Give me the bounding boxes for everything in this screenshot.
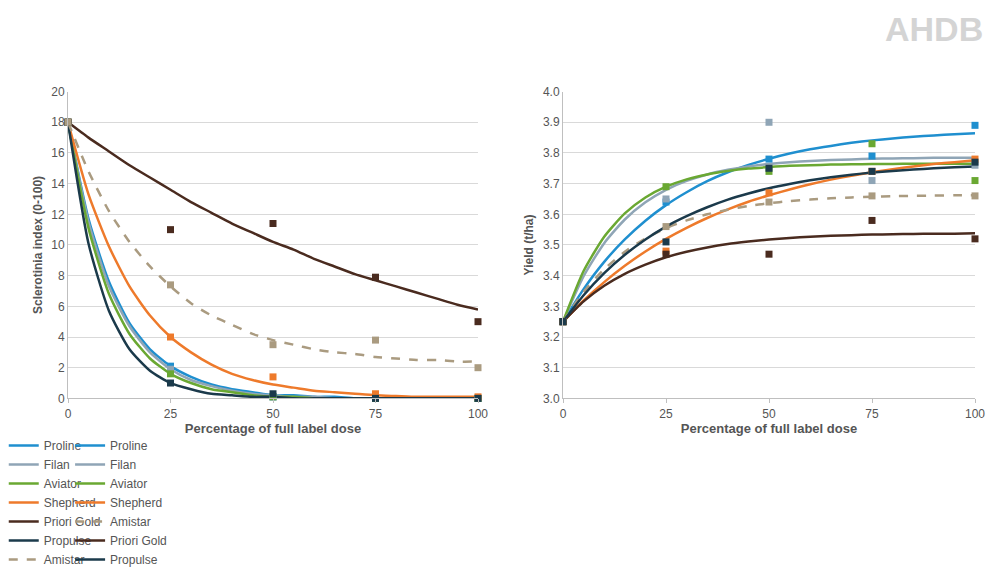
svg-text:Amistar: Amistar xyxy=(43,553,85,568)
svg-text:6: 6 xyxy=(58,300,65,314)
svg-text:Sclerotinia index (0-100): Sclerotinia index (0-100) xyxy=(31,176,45,314)
svg-text:3.3: 3.3 xyxy=(543,300,560,314)
svg-text:3.0: 3.0 xyxy=(543,392,560,406)
svg-text:3.9: 3.9 xyxy=(543,115,560,129)
svg-text:Percentage of full label dose: Percentage of full label dose xyxy=(681,421,857,436)
svg-text:Shepherd: Shepherd xyxy=(110,496,162,510)
svg-text:0: 0 xyxy=(65,407,72,421)
svg-text:4.0: 4.0 xyxy=(543,85,560,99)
svg-text:Proline: Proline xyxy=(110,439,148,453)
svg-text:Priori Gold: Priori Gold xyxy=(44,515,101,529)
svg-text:75: 75 xyxy=(865,407,879,421)
svg-text:0: 0 xyxy=(58,392,65,406)
svg-text:2: 2 xyxy=(58,361,65,375)
svg-text:Percentage of full label dose: Percentage of full label dose xyxy=(185,421,361,436)
svg-text:3.8: 3.8 xyxy=(543,146,560,160)
svg-text:18: 18 xyxy=(51,115,65,129)
svg-text:50: 50 xyxy=(266,407,280,421)
svg-text:16: 16 xyxy=(51,146,65,160)
svg-text:Propulse: Propulse xyxy=(110,553,158,567)
svg-text:Yield (t/ha): Yield (t/ha) xyxy=(522,215,536,276)
svg-text:AHDB: AHDB xyxy=(885,10,983,48)
svg-text:20: 20 xyxy=(51,85,65,99)
svg-text:3.6: 3.6 xyxy=(543,208,560,222)
svg-text:100: 100 xyxy=(468,407,488,421)
svg-text:4: 4 xyxy=(58,330,65,344)
svg-text:Proline: Proline xyxy=(43,439,82,454)
svg-text:Aviator: Aviator xyxy=(43,477,81,492)
svg-text:25: 25 xyxy=(164,407,178,421)
svg-text:Priori Gold: Priori Gold xyxy=(110,534,167,548)
svg-text:0: 0 xyxy=(560,407,567,421)
svg-text:3.5: 3.5 xyxy=(543,238,560,252)
svg-text:3.1: 3.1 xyxy=(543,361,560,375)
svg-text:Aviator: Aviator xyxy=(110,477,147,491)
svg-text:Filan: Filan xyxy=(110,458,136,472)
svg-text:3.7: 3.7 xyxy=(543,177,560,191)
svg-text:100: 100 xyxy=(965,407,985,421)
svg-text:8: 8 xyxy=(58,269,65,283)
svg-text:14: 14 xyxy=(51,177,65,191)
svg-text:Filan: Filan xyxy=(44,458,70,472)
svg-text:50: 50 xyxy=(762,407,776,421)
svg-text:25: 25 xyxy=(659,407,673,421)
svg-text:10: 10 xyxy=(51,238,65,252)
svg-text:12: 12 xyxy=(51,208,65,222)
svg-text:3.2: 3.2 xyxy=(543,330,560,344)
svg-text:3.4: 3.4 xyxy=(543,269,560,283)
svg-text:Amistar: Amistar xyxy=(110,515,151,529)
svg-text:Shepherd: Shepherd xyxy=(43,496,96,511)
svg-text:75: 75 xyxy=(369,407,383,421)
svg-text:Propulse: Propulse xyxy=(43,534,92,549)
